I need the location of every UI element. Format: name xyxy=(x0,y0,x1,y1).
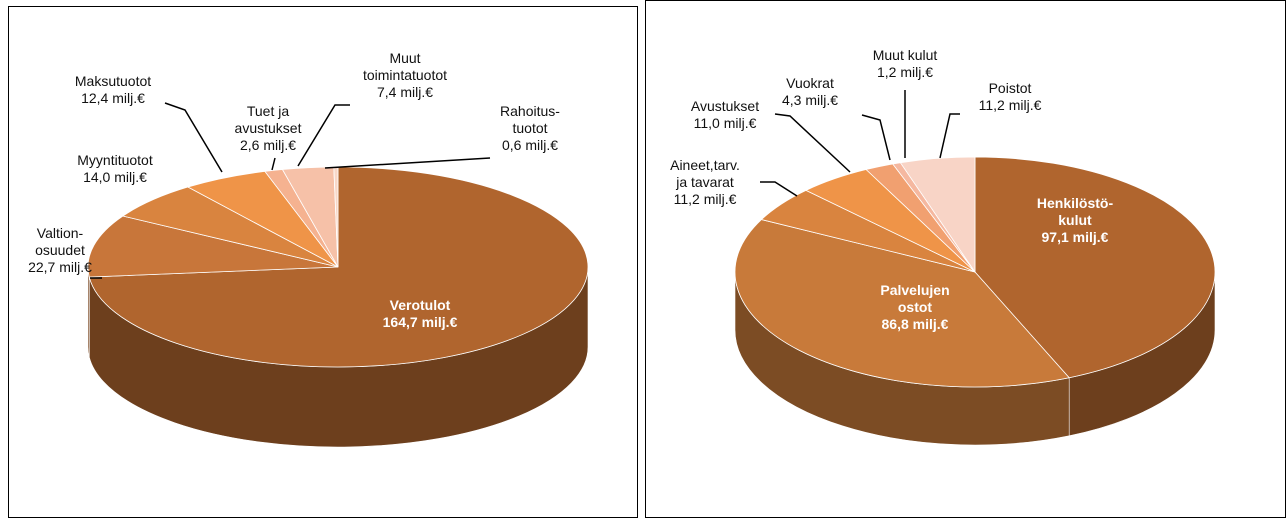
pie-slice xyxy=(87,215,339,278)
slice-name: Valtion- osuudet xyxy=(35,225,85,258)
slice-label: Aineet,tarv. ja tavarat 11,2 milj.€ xyxy=(670,157,740,208)
slice-name: Henkilöstö- kulut xyxy=(1036,195,1114,228)
slice-label: Rahoitus- tuotot 0,6 milj.€ xyxy=(500,103,560,154)
slice-value: 2,6 milj.€ xyxy=(239,137,297,153)
slice-value: 1,2 milj.€ xyxy=(876,64,934,80)
pie-slice xyxy=(734,219,1070,388)
slice-label: Muut kulut 1,2 milj.€ xyxy=(873,47,938,81)
leader-line xyxy=(164,102,223,173)
leader-line xyxy=(324,157,491,169)
leader-line xyxy=(760,181,798,197)
slice-name: Palvelujen ostot xyxy=(880,282,950,315)
slice-value: 14,0 milj.€ xyxy=(83,169,147,185)
slice-label: Valtion- osuudet 22,7 milj.€ xyxy=(28,225,92,276)
leader-line xyxy=(939,113,960,159)
slice-label: Maksutuotot 12,4 milj.€ xyxy=(75,73,151,107)
slice-label: Myyntituotot 14,0 milj.€ xyxy=(77,152,152,186)
slice-label: Avustukset 11,0 milj.€ xyxy=(691,98,759,132)
pie-slice xyxy=(88,166,589,368)
slice-value: 0,6 milj.€ xyxy=(501,137,559,153)
leader-line xyxy=(297,104,350,167)
slice-value: 11,0 milj.€ xyxy=(693,115,757,131)
slice-value: 4,3 milj.€ xyxy=(781,92,839,108)
slice-name: Vuokrat xyxy=(786,75,834,91)
slice-value: 22,7 milj.€ xyxy=(28,259,92,275)
pie-side xyxy=(87,266,90,358)
slice-name: Avustukset xyxy=(690,98,760,114)
slice-name: Poistot xyxy=(988,80,1032,96)
slice-value: 12,4 milj.€ xyxy=(81,90,145,106)
pie-slice xyxy=(974,156,1216,379)
slice-label: Tuet ja avustukset 2,6 milj.€ xyxy=(235,103,302,154)
slice-name: Maksutuotot xyxy=(74,73,152,89)
slice-value: 97,1 milj.€ xyxy=(1041,229,1109,245)
slice-label: Henkilöstö- kulut 97,1 milj.€ xyxy=(1037,195,1113,246)
slice-name: Myyntituotot xyxy=(77,152,153,168)
slice-name: Aineet,tarv. ja tavarat xyxy=(670,157,740,190)
pie-slice xyxy=(899,156,976,274)
slice-value: 164,7 milj.€ xyxy=(382,314,458,330)
slice-name: Rahoitus- tuotot xyxy=(500,103,560,136)
slice-name: Verotulot xyxy=(389,297,451,313)
slice-value: 11,2 milj.€ xyxy=(673,191,737,207)
slice-label: Palvelujen ostot 86,8 milj.€ xyxy=(880,282,949,333)
slice-value: 86,8 milj.€ xyxy=(881,316,949,332)
slice-label: Verotulot 164,7 milj.€ xyxy=(383,297,458,331)
slice-name: Muut kulut xyxy=(872,47,938,63)
leader-line xyxy=(774,113,851,173)
slice-name: Tuet ja avustukset xyxy=(234,103,302,136)
slice-label: Poistot 11,2 milj.€ xyxy=(979,80,1042,114)
slice-value: 7,4 milj.€ xyxy=(376,84,434,100)
slice-name: Muut toimintatuotot xyxy=(362,50,448,83)
slice-label: Muut toimintatuotot 7,4 milj.€ xyxy=(363,50,447,101)
slice-label: Vuokrat 4,3 milj.€ xyxy=(782,75,838,109)
leader-line xyxy=(271,157,276,171)
leader-line xyxy=(861,114,891,161)
slice-value: 11,2 milj.€ xyxy=(978,97,1042,113)
